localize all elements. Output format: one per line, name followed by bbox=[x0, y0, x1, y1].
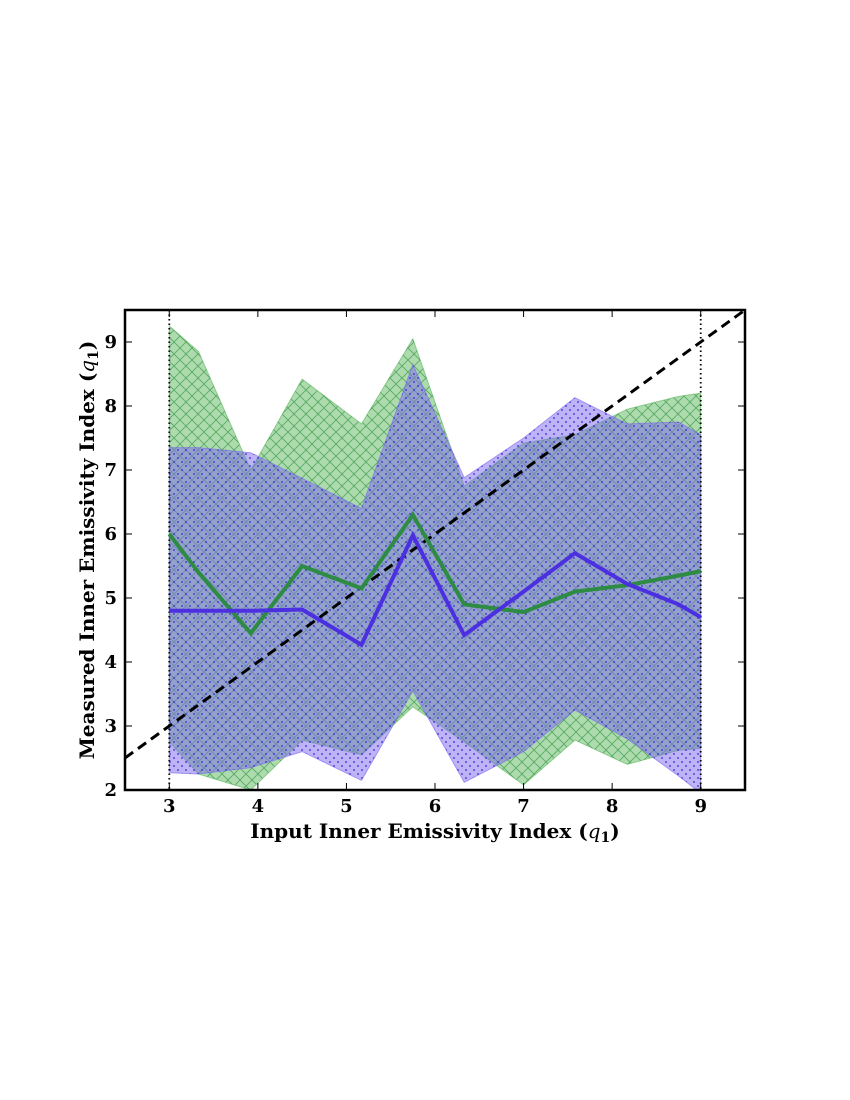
y-tick-label: 4 bbox=[104, 652, 117, 673]
x-tick-label: 7 bbox=[517, 796, 530, 817]
axis-ticks bbox=[125, 310, 745, 791]
blue-median-line bbox=[169, 530, 702, 648]
x-tick-label: 4 bbox=[252, 796, 265, 817]
x-tick-labels: 3 4 5 6 7 8 9 bbox=[163, 796, 707, 817]
x-tick-label: 3 bbox=[163, 796, 176, 817]
y-tick-label: 2 bbox=[104, 780, 117, 801]
boundary-lines bbox=[168, 310, 702, 790]
y-tick-label: 5 bbox=[104, 588, 117, 609]
median-lines bbox=[167, 511, 702, 648]
y-axis-label: Measured Inner Emissivity Index (q1) bbox=[75, 341, 102, 760]
green-median-line bbox=[167, 511, 702, 637]
y-tick-label: 8 bbox=[104, 396, 117, 417]
x-tick-label: 8 bbox=[606, 796, 619, 817]
y-tick-label: 6 bbox=[104, 524, 117, 545]
y-tick-label: 9 bbox=[104, 332, 117, 353]
confidence-bands bbox=[168, 324, 702, 790]
y-tick-label: 7 bbox=[104, 460, 117, 481]
y-tick-label: 3 bbox=[104, 716, 117, 737]
y-tick-labels: 2 3 4 5 6 7 8 9 bbox=[104, 332, 117, 801]
x-tick-label: 5 bbox=[340, 796, 353, 817]
x-tick-label: 9 bbox=[694, 796, 707, 817]
x-tick-label: 6 bbox=[429, 796, 442, 817]
x-axis-label: Input Inner Emissivity Index (q1) bbox=[250, 819, 619, 846]
